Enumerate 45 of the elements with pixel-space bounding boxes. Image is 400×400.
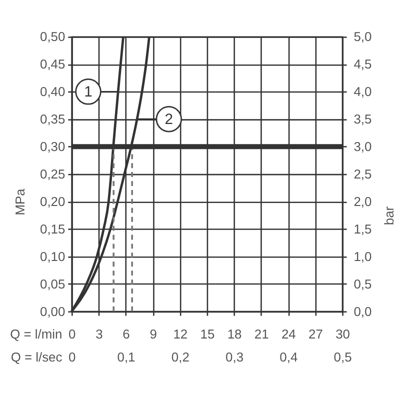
- y-tick-label: 0,45: [40, 56, 66, 72]
- y2-tick-label: 2,0: [354, 194, 372, 209]
- x-tick-label: 15: [200, 326, 215, 342]
- y2-tick-label: 1,5: [354, 221, 372, 236]
- x-tick-label: 27: [308, 326, 323, 342]
- y2-tick-label: 0,0: [354, 304, 372, 319]
- legend-label: 2: [164, 111, 174, 128]
- y-tick-label: 0,20: [40, 194, 66, 209]
- x-tick-label: 0: [68, 326, 76, 342]
- y-tick-label: 0,05: [40, 276, 66, 292]
- y2-tick-label: 4,5: [354, 56, 372, 72]
- x2-tick-label: 0,1: [117, 350, 136, 365]
- x2-tick-label: 0,3: [226, 350, 244, 365]
- y2-tick-label: 0,5: [354, 276, 372, 292]
- y2-axis-title: bar: [382, 206, 397, 226]
- x2-tick-label: 0: [68, 350, 76, 365]
- x-tick-label: 9: [150, 326, 157, 342]
- y-tick-label: 0,15: [40, 221, 66, 236]
- y-tick-label: 0,10: [40, 248, 66, 264]
- x2-tick-label: 0,2: [171, 350, 190, 365]
- y2-tick-label: 3,5: [354, 112, 372, 127]
- y2-tick-label: 4,0: [354, 84, 372, 100]
- x2-axis-title: Q = l/sec: [10, 350, 63, 365]
- y2-tick-label: 5,0: [354, 29, 372, 44]
- x-tick-label: 18: [227, 326, 242, 342]
- series-label: 1: [84, 84, 92, 101]
- x2-tick-label: 0,4: [280, 350, 298, 365]
- y-tick-label: 0,35: [40, 112, 66, 127]
- y2-tick-label: 3,0: [354, 139, 372, 154]
- x-axis-title: Q = l/min: [10, 326, 62, 342]
- y-tick-label: 0,50: [40, 29, 66, 44]
- x-tick-label: 6: [122, 326, 130, 342]
- x2-tick-label: 0,5: [334, 350, 352, 365]
- y-tick-label: 0,25: [40, 166, 66, 182]
- x-tick-label: 3: [96, 326, 103, 342]
- y-tick-label: 0,00: [40, 304, 66, 319]
- x-tick-label: 30: [336, 326, 350, 342]
- x-tick-label: 24: [281, 326, 296, 342]
- x-tick-label: 21: [254, 326, 269, 342]
- y2-tick-label: 2,5: [354, 166, 372, 182]
- y-axis-title: MPa: [12, 188, 28, 216]
- y-tick-label: 0,40: [40, 84, 66, 100]
- y-tick-label: 0,30: [40, 139, 66, 154]
- x-tick-label: 12: [173, 326, 188, 342]
- y2-tick-label: 1,0: [354, 248, 372, 264]
